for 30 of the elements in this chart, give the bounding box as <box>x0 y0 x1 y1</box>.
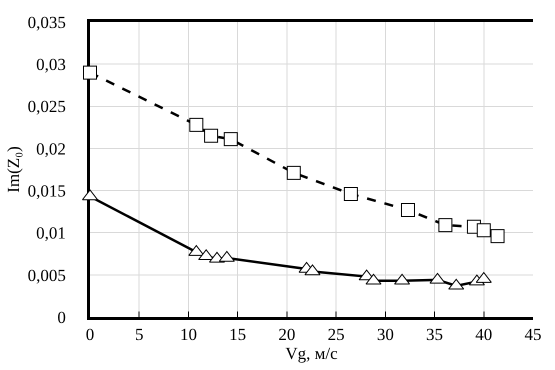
x-tick-label: 10 <box>180 325 197 344</box>
y-tick-label: 0,01 <box>36 224 66 243</box>
x-tick-label: 15 <box>229 325 246 344</box>
point <box>344 186 358 201</box>
y-tick-label: 0,005 <box>28 266 66 285</box>
x-axis-title: Vg, м/с <box>285 344 338 364</box>
x-tick-label: 30 <box>376 325 394 344</box>
x-tick-label: 40 <box>475 325 492 344</box>
y-tick-label: 0,03 <box>36 55 66 74</box>
x-tick-label: 25 <box>328 325 345 344</box>
point <box>204 128 218 143</box>
x-tick-label: 45 <box>524 325 542 344</box>
y-tick-label: 0,025 <box>28 97 66 116</box>
x-tick-label: 0 <box>86 325 94 344</box>
point <box>286 166 301 180</box>
y-tick-label: 0,015 <box>28 182 66 201</box>
point <box>400 202 415 217</box>
point <box>224 132 238 146</box>
point <box>438 218 452 232</box>
y-tick-label: 0 <box>57 308 66 327</box>
y-tick-label: 0,035 <box>28 12 66 32</box>
x-tick-label: 35 <box>426 325 444 344</box>
y-axis-title: Im(Z₀) <box>4 146 24 193</box>
point <box>476 223 491 238</box>
point <box>83 66 97 80</box>
x-tick-label: 5 <box>134 325 144 344</box>
point <box>490 229 505 244</box>
x-tick-label: 20 <box>278 325 296 344</box>
point <box>189 118 204 132</box>
y-tick-label: 0,02 <box>36 139 66 158</box>
